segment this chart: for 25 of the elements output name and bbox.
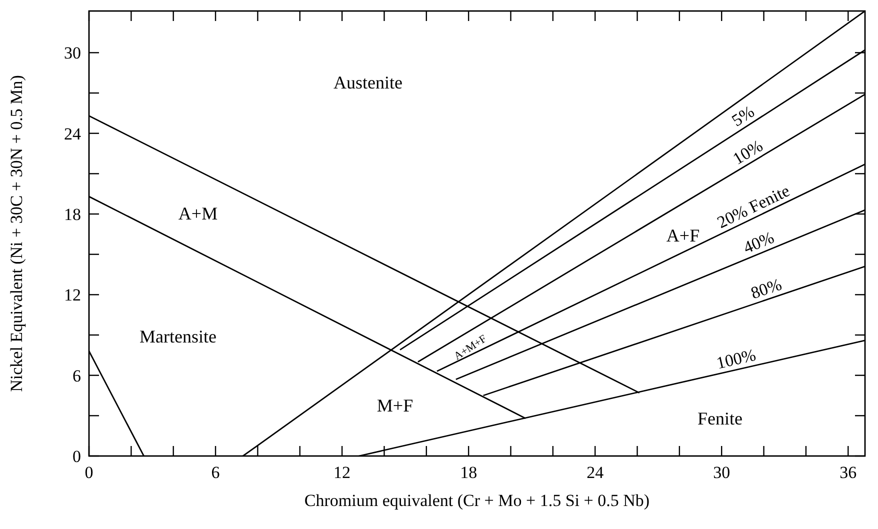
y-axis-title: Nickel Equivalent (Ni + 30C + 30N + 0.5 Mn) <box>7 75 26 392</box>
text: 10% <box>730 136 766 168</box>
x-tick-label: 0 <box>84 463 94 482</box>
annotation: Martensite <box>140 326 216 346</box>
x-tick-label: 36 <box>840 463 857 482</box>
annotation: A+F <box>666 225 700 246</box>
y-tick-label: 0 <box>72 446 81 466</box>
annotation: M+F <box>376 395 414 416</box>
annotation: A+M <box>178 203 218 224</box>
y-tick-label: 6 <box>72 366 81 386</box>
y-tick-label: 30 <box>64 44 81 63</box>
annotation: Fenite <box>698 408 742 428</box>
x-axis-title: Chromium equivalent (Cr + Mo + 1.5 Si + 0.5 Nb) <box>304 491 650 510</box>
y-tick-label: 24 <box>64 124 82 144</box>
x-tick-label: 24 <box>586 463 604 482</box>
x-tick-label: 18 <box>460 463 478 482</box>
text: 80% <box>748 274 784 303</box>
x-tick-label: 6 <box>211 463 220 482</box>
x-tick-label: 12 <box>334 463 351 482</box>
text: 5% <box>728 102 758 130</box>
text: 100% <box>714 345 758 373</box>
annotation: Austenite <box>334 72 402 92</box>
y-tick-label: 18 <box>64 204 81 224</box>
x-tick-label: 30 <box>713 463 730 482</box>
y-tick-label: 12 <box>64 286 81 305</box>
